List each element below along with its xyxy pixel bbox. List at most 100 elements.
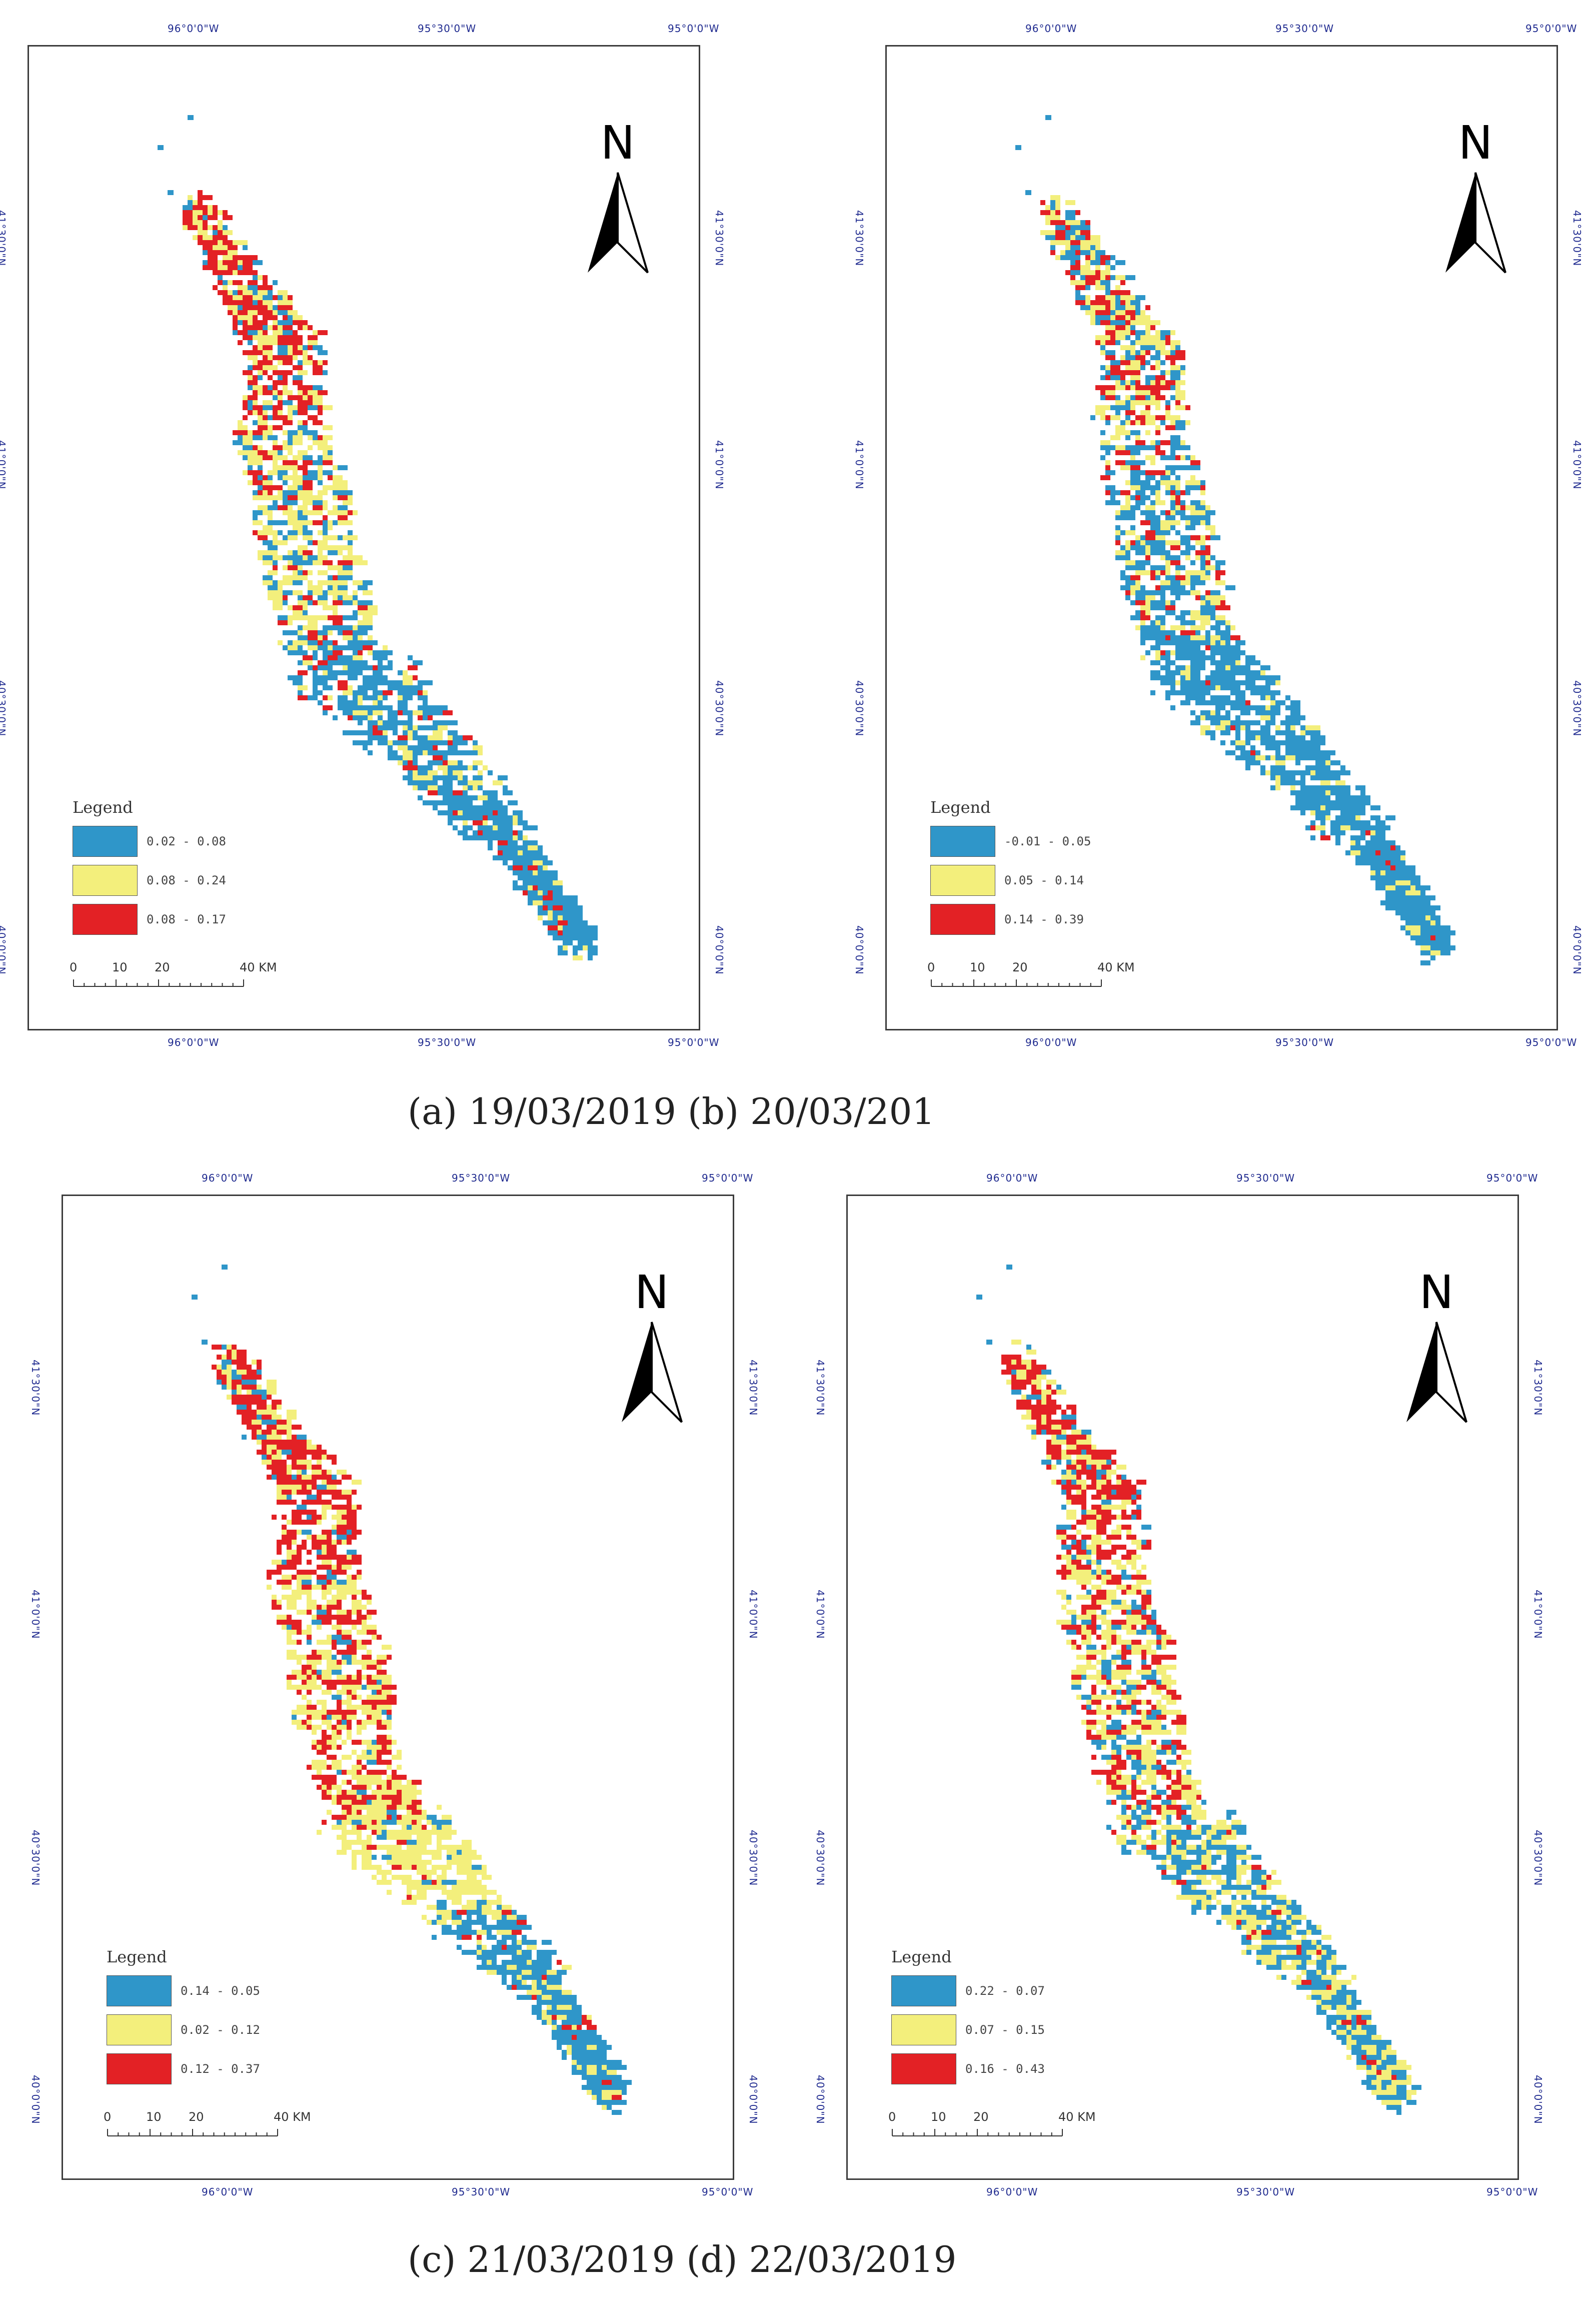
pixel-red <box>283 370 288 375</box>
pixel-blue <box>313 670 318 675</box>
pixel-blue <box>458 740 463 745</box>
pixel-blue <box>1415 935 1420 940</box>
pixel-red <box>233 430 243 435</box>
pixel-blue <box>453 825 458 830</box>
legend-swatch-yellow <box>73 865 138 896</box>
pixel-yellow <box>328 565 333 570</box>
pixel-blue <box>278 375 283 380</box>
pixel-blue <box>1375 805 1380 810</box>
pixel-red <box>273 565 278 570</box>
pixel-blue <box>293 580 303 585</box>
pixel-blue <box>363 660 368 665</box>
pixel-red <box>1130 310 1135 315</box>
pixel-blue <box>298 425 308 430</box>
pixel-yellow <box>1195 540 1200 545</box>
pixel-blue <box>1105 350 1110 355</box>
pixel-red <box>298 695 308 700</box>
pixel-blue <box>453 750 458 755</box>
pixel-yellow <box>253 335 263 340</box>
pixel-blue <box>553 920 558 925</box>
pixel-yellow <box>1135 390 1145 395</box>
pixel-blue <box>1300 755 1310 760</box>
pixel-yellow <box>1165 370 1170 375</box>
pixel-blue <box>503 855 508 860</box>
pixel-blue <box>1190 585 1195 590</box>
pixel-blue <box>1125 335 1130 340</box>
pixel-blue <box>553 910 558 915</box>
pixel-blue <box>498 825 503 830</box>
pixel-blue <box>308 665 313 670</box>
pixel-yellow <box>1085 260 1090 265</box>
pixel-yellow <box>1050 230 1055 235</box>
pixel-red <box>513 865 523 870</box>
pixel-red <box>288 325 293 330</box>
legend-range: 0.08 - 0.24 <box>147 873 226 887</box>
pixel-blue <box>343 490 353 495</box>
pixel-blue <box>203 250 208 255</box>
pixel-blue <box>513 885 523 890</box>
pixel-red <box>323 515 328 520</box>
pixel-red <box>428 790 438 795</box>
pixel-blue <box>1405 915 1410 920</box>
legend-range: 0.08 - 0.17 <box>147 912 226 926</box>
pixel-blue <box>298 515 308 520</box>
pixel-yellow <box>1165 520 1170 525</box>
pixel-red <box>308 325 313 330</box>
pixel-yellow <box>408 730 413 735</box>
pixel-yellow <box>223 255 228 260</box>
pixel-blue <box>1315 815 1325 820</box>
pixel-red <box>263 455 273 460</box>
pixel-red <box>1135 600 1145 605</box>
pixel-blue <box>558 890 563 895</box>
pixel-blue <box>1395 885 1405 890</box>
pixel-yellow <box>573 955 583 960</box>
pixel-yellow <box>1125 430 1130 435</box>
pixel-blue <box>308 470 313 475</box>
pixel-yellow <box>1100 440 1110 445</box>
pixel-blue <box>1190 465 1200 470</box>
pixel-yellow <box>1255 735 1260 740</box>
pixel-yellow <box>323 425 333 430</box>
pixel-yellow <box>1090 255 1095 260</box>
pixel-yellow <box>1130 295 1135 300</box>
pixel-blue <box>258 475 263 480</box>
pixel-red <box>383 690 393 695</box>
pixel-red <box>273 415 278 420</box>
pixel-blue <box>273 580 278 585</box>
pixel-blue <box>1380 880 1385 885</box>
pixel-red <box>1105 340 1115 345</box>
pixel-yellow <box>313 510 323 515</box>
longitude-label: 96°0'0"W <box>168 1036 220 1048</box>
pixel-yellow <box>1055 195 1060 200</box>
pixel-blue <box>553 895 558 900</box>
pixel-red <box>1125 385 1130 390</box>
pixel-blue <box>243 245 248 250</box>
pixel-yellow <box>1145 600 1150 605</box>
pixel-blue <box>1350 800 1360 805</box>
pixel-red <box>273 380 283 385</box>
pixel-yellow <box>328 455 333 460</box>
pixel-red <box>338 515 348 520</box>
pixel-blue <box>378 735 383 740</box>
map-panel-a: 96°0'0"W 95°30'0"W 95°0'0"W 96°0'0"W 95°30'0… <box>0 23 725 1048</box>
pixel-blue <box>363 665 368 670</box>
pixel-red <box>243 260 253 265</box>
pixel-red <box>198 215 203 220</box>
pixel-yellow <box>268 325 273 330</box>
pixel-blue <box>288 435 293 440</box>
pixel-blue <box>1225 675 1235 680</box>
pixel-red <box>268 490 273 495</box>
pixel-red <box>1175 500 1180 505</box>
pixel-blue <box>498 830 503 835</box>
pixel-blue <box>563 900 573 905</box>
pixel-red <box>1090 300 1100 305</box>
pixel-blue <box>1075 225 1080 230</box>
pixel-blue <box>248 405 253 410</box>
pixel-blue <box>403 695 408 700</box>
pixel-red <box>363 605 368 610</box>
pixel-blue <box>1350 815 1355 820</box>
legend-item: 0.02 - 0.08 <box>73 824 226 859</box>
pixel-yellow <box>218 220 223 225</box>
pixel-blue <box>278 530 283 535</box>
pixel-blue <box>488 815 498 820</box>
